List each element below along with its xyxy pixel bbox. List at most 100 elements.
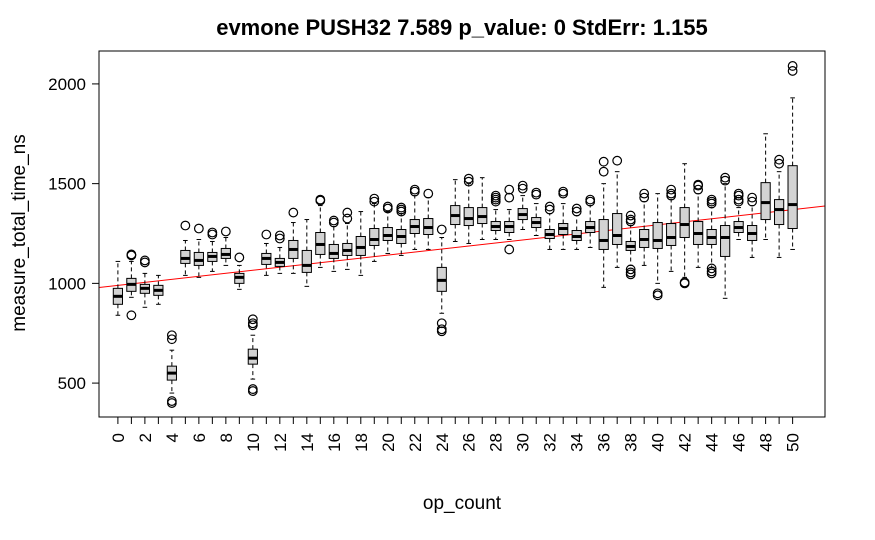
box-op-15 (315, 194, 326, 268)
box-op-9 (234, 252, 245, 290)
outlier-point (720, 175, 731, 186)
outlier-point (342, 213, 353, 224)
box-op-28 (490, 190, 501, 240)
outlier-point (261, 229, 272, 240)
outlier-point (247, 314, 258, 325)
box-op-27 (477, 177, 488, 240)
outlier-point (652, 290, 663, 301)
outlier-point (625, 269, 636, 280)
outlier-point (733, 196, 744, 207)
outlier-point (598, 166, 609, 177)
outlier-point (166, 396, 177, 406)
outlier-point (504, 184, 515, 195)
outlier-point (288, 207, 299, 218)
box-op-49 (774, 154, 785, 258)
box-op-12 (274, 230, 285, 274)
outlier-point (571, 206, 582, 217)
box-op-35 (585, 194, 596, 248)
outlier-point (625, 264, 636, 275)
x-tick-label: 8 (217, 433, 236, 442)
outlier-point (747, 192, 758, 203)
x-tick-label: 12 (271, 433, 290, 452)
x-tick-label: 18 (352, 433, 371, 452)
outlier-point (571, 203, 582, 214)
plot-frame (98, 50, 826, 418)
outlier-point (585, 194, 596, 205)
outlier-point (774, 154, 785, 165)
box-op-48 (760, 133, 771, 240)
y-tick-label: 1500 (48, 175, 86, 194)
outlier-point (706, 263, 717, 274)
box-op-19 (369, 193, 380, 262)
outlier-point (328, 217, 339, 228)
outlier-point (612, 155, 623, 166)
x-tick-label: 14 (298, 433, 317, 452)
x-tick-label: 30 (514, 433, 533, 452)
box-op-17 (342, 207, 353, 270)
outlier-point (679, 278, 690, 289)
box-body (328, 243, 339, 259)
outlier-point (436, 326, 447, 337)
x-tick-label: 10 (244, 433, 263, 452)
box-op-32 (544, 201, 555, 250)
outlier-point (639, 192, 650, 203)
y-tick-label: 2000 (48, 75, 86, 94)
x-tick-label: 46 (730, 433, 749, 452)
y-tick-label: 500 (58, 374, 86, 393)
outlier-point (220, 226, 231, 237)
outlier-point (504, 244, 515, 255)
outlier-point (328, 215, 339, 226)
box-op-31 (531, 187, 542, 236)
outlier-point (706, 268, 717, 279)
outlier-point (436, 324, 447, 335)
outlier-point (382, 201, 393, 212)
box-body (301, 249, 312, 273)
box-op-38 (625, 210, 636, 280)
chart-title: evmone PUSH32 7.589 p_value: 0 StdErr: 1… (216, 15, 708, 40)
box-op-30 (517, 180, 528, 231)
box-body (679, 207, 690, 238)
outlier-point (517, 183, 528, 194)
outlier-point (396, 206, 407, 217)
outlier-point (747, 196, 758, 207)
outlier-point (585, 196, 596, 207)
outlier-point (733, 190, 744, 201)
outlier-point (342, 207, 353, 218)
box-body (369, 228, 380, 246)
box-op-2 (139, 255, 150, 308)
outlier-point (774, 158, 785, 169)
outlier-point (706, 198, 717, 209)
x-tick-label: 28 (487, 433, 506, 452)
box-op-6 (193, 223, 204, 278)
x-tick-label: 50 (784, 433, 803, 452)
box-op-26 (463, 173, 474, 244)
box-op-22 (409, 184, 420, 250)
box-op-24 (436, 224, 447, 337)
outlier-point (490, 196, 501, 207)
x-tick-label: 32 (541, 433, 560, 452)
outlier-point (126, 250, 137, 261)
outlier-point (598, 156, 609, 167)
outlier-point (207, 229, 218, 240)
box-op-3 (153, 274, 164, 305)
box-op-41 (666, 184, 677, 272)
outlier-point (558, 186, 569, 197)
box-op-33 (558, 186, 569, 250)
box-op-47 (747, 192, 758, 258)
box-body (652, 222, 663, 249)
box-op-13 (288, 207, 299, 274)
box-body (720, 225, 731, 257)
outlier-point (166, 398, 177, 408)
outlier-point (166, 334, 177, 345)
outlier-point (787, 61, 798, 71)
x-tick-label: 22 (406, 433, 425, 452)
box-op-8 (220, 226, 231, 266)
x-tick-label: 0 (109, 433, 128, 442)
x-tick-label: 34 (568, 433, 587, 452)
outlier-point (504, 192, 515, 203)
box-op-36 (598, 156, 609, 288)
x-tick-label: 24 (433, 433, 452, 452)
outlier-point (139, 257, 150, 268)
box-op-0 (112, 260, 123, 316)
box-op-20 (382, 201, 393, 254)
